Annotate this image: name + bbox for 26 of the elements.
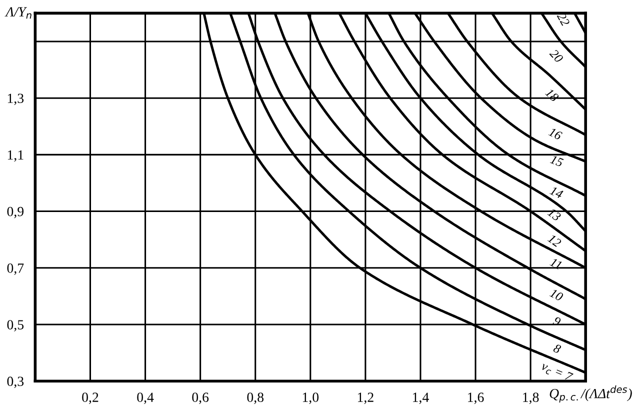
- text: 8: [552, 344, 562, 354]
- text: 10: [549, 288, 564, 302]
- y-tick-label: 1,1: [8, 150, 24, 162]
- y-axis-title: Λ/Y$_{n}$: [4, 7, 32, 19]
- text: 14: [549, 186, 564, 199]
- x-tick-label: 1,0: [302, 392, 319, 404]
- x-tick-label: 0,4: [137, 392, 154, 404]
- y-tick-label: 0,7: [7, 263, 24, 275]
- text: 22: [556, 12, 570, 27]
- x-tick-label: 0,8: [247, 392, 264, 404]
- x-tick-label: 1,6: [468, 392, 484, 404]
- text: 12: [547, 234, 562, 248]
- x-tick-label: 1,2: [358, 392, 374, 404]
- text: 20: [549, 48, 564, 64]
- y-tick-label: 0,3: [7, 376, 24, 388]
- x-tick-label: 0,2: [82, 392, 98, 404]
- x-tick-label: 1,8: [523, 392, 539, 404]
- x-tick-label: 0,6: [192, 392, 209, 404]
- y-tick-label: 0,5: [7, 320, 24, 332]
- y-tick-label: 1,3: [8, 94, 24, 106]
- x-tick-label: 1,4: [413, 392, 429, 404]
- text: 16: [548, 127, 563, 140]
- text: ν$_{c}$ = 7: [540, 362, 574, 384]
- text: 15: [550, 154, 564, 167]
- y-tick-label: 0,9: [7, 206, 24, 218]
- x-axis-title: Q$_{p.c.}$/(ΛΔt$^{des}$): [550, 385, 632, 402]
